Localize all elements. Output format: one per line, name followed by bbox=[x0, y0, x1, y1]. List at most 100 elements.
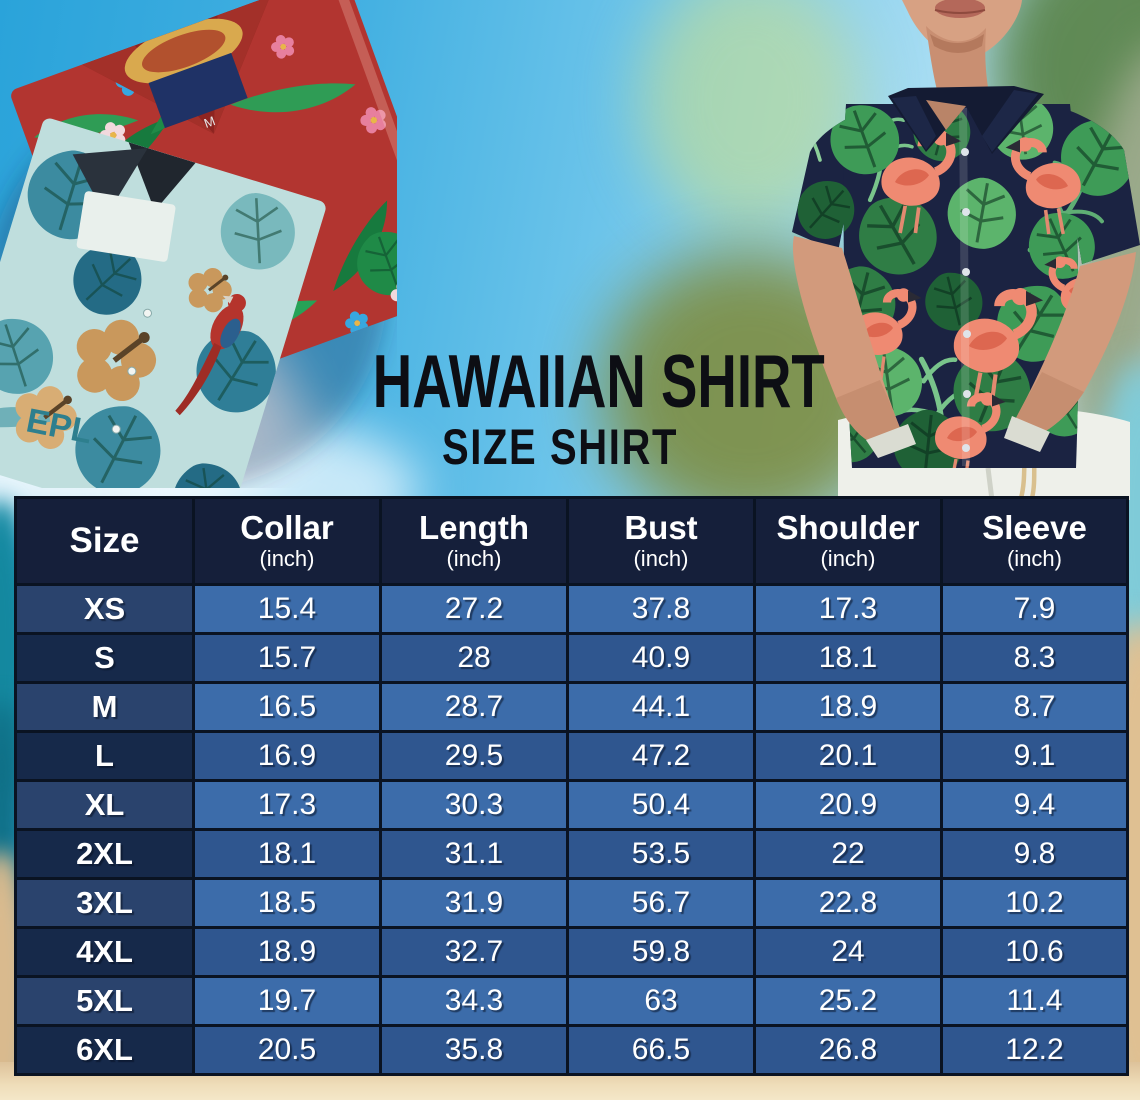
measurement-value: 20.1 bbox=[753, 730, 943, 782]
size-chart-body: XS 15.4 27.2 37.8 17.3 7.9 S 15.7 28 40.9 18.1 8.3 M… bbox=[14, 583, 1129, 1076]
shirt-collar bbox=[888, 86, 1044, 154]
col-unit: (inch) bbox=[1006, 546, 1062, 572]
col-label: Bust bbox=[624, 508, 698, 546]
measurement-value: 16.9 bbox=[192, 730, 382, 782]
size-row-s: S 15.7 28 40.9 18.1 8.3 bbox=[14, 632, 1129, 684]
title-block: HAWAIIAN SHIRT SIZE SHIRT bbox=[320, 338, 825, 475]
size-row-5xl: 5XL 19.7 34.3 63 25.2 11.4 bbox=[14, 975, 1129, 1027]
measurement-value: 18.9 bbox=[192, 926, 382, 978]
col-label: Collar bbox=[240, 508, 334, 546]
measurement-value: 18.9 bbox=[753, 681, 943, 733]
measurement-value: 9.8 bbox=[940, 828, 1129, 880]
poster-subtitle: SIZE SHIRT bbox=[441, 419, 679, 475]
size-label: S bbox=[14, 632, 195, 684]
size-tag-letter: M bbox=[202, 113, 217, 131]
measurement-value: 17.3 bbox=[753, 583, 943, 635]
measurement-value: 12.2 bbox=[940, 1024, 1129, 1076]
measurement-value: 9.4 bbox=[940, 779, 1129, 831]
measurement-value: 10.6 bbox=[940, 926, 1129, 978]
measurement-value: 53.5 bbox=[566, 828, 756, 880]
col-unit: (inch) bbox=[446, 546, 502, 572]
header-row: Size Collar (inch) Length (inch) Bust (i… bbox=[14, 496, 1129, 586]
measurement-value: 8.7 bbox=[940, 681, 1129, 733]
measurement-value: 27.2 bbox=[379, 583, 569, 635]
size-row-l: L 16.9 29.5 47.2 20.1 9.1 bbox=[14, 730, 1129, 782]
model-face bbox=[902, 0, 1022, 106]
measurement-value: 35.8 bbox=[379, 1024, 569, 1076]
measurement-value: 44.1 bbox=[566, 681, 756, 733]
col-unit: (inch) bbox=[820, 546, 876, 572]
model-wearing-shirt-photo bbox=[792, 0, 1140, 500]
size-row-xs: XS 15.4 27.2 37.8 17.3 7.9 bbox=[14, 583, 1129, 635]
measurement-value: 50.4 bbox=[566, 779, 756, 831]
size-row-m: M 16.5 28.7 44.1 18.9 8.7 bbox=[14, 681, 1129, 733]
measurement-value: 10.2 bbox=[940, 877, 1129, 929]
measurement-value: 28 bbox=[379, 632, 569, 684]
measurement-value: 18.5 bbox=[192, 877, 382, 929]
size-label: 2XL bbox=[14, 828, 195, 880]
col-label: Shoulder bbox=[776, 508, 920, 546]
measurement-value: 9.1 bbox=[940, 730, 1129, 782]
measurement-value: 19.7 bbox=[192, 975, 382, 1027]
measurement-value: 22 bbox=[753, 828, 943, 880]
measurement-value: 25.2 bbox=[753, 975, 943, 1027]
poster-title: HAWAIIAN SHIRT bbox=[372, 338, 825, 424]
size-label: XL bbox=[14, 779, 195, 831]
measurement-value: 28.7 bbox=[379, 681, 569, 733]
size-label: M bbox=[14, 681, 195, 733]
teal-hawaiian-shirt: EPL bbox=[0, 118, 326, 488]
measurement-value: 20.5 bbox=[192, 1024, 382, 1076]
measurement-value: 15.7 bbox=[192, 632, 382, 684]
measurement-value: 63 bbox=[566, 975, 756, 1027]
measurement-value: 47.2 bbox=[566, 730, 756, 782]
navy-flamingo-shirt bbox=[792, 86, 1140, 468]
size-label: 5XL bbox=[14, 975, 195, 1027]
measurement-value: 15.4 bbox=[192, 583, 382, 635]
size-row-2xl: 2XL 18.1 31.1 53.5 22 9.8 bbox=[14, 828, 1129, 880]
measurement-value: 59.8 bbox=[566, 926, 756, 978]
measurement-value: 20.9 bbox=[753, 779, 943, 831]
measurement-value: 34.3 bbox=[379, 975, 569, 1027]
size-row-xl: XL 17.3 30.3 50.4 20.9 9.4 bbox=[14, 779, 1129, 831]
measurement-value: 31.9 bbox=[379, 877, 569, 929]
folded-hawaiian-shirts-photo: M bbox=[0, 0, 397, 488]
measurement-value: 66.5 bbox=[566, 1024, 756, 1076]
measurement-value: 40.9 bbox=[566, 632, 756, 684]
col-header-bust: Bust (inch) bbox=[566, 496, 756, 586]
size-label: 3XL bbox=[14, 877, 195, 929]
col-label: Size bbox=[69, 521, 140, 561]
measurement-value: 11.4 bbox=[940, 975, 1129, 1027]
measurement-value: 16.5 bbox=[192, 681, 382, 733]
measurement-value: 8.3 bbox=[940, 632, 1129, 684]
measurement-value: 18.1 bbox=[753, 632, 943, 684]
measurement-value: 26.8 bbox=[753, 1024, 943, 1076]
size-row-3xl: 3XL 18.5 31.9 56.7 22.8 10.2 bbox=[14, 877, 1129, 929]
measurement-value: 37.8 bbox=[566, 583, 756, 635]
measurement-value: 22.8 bbox=[753, 877, 943, 929]
col-unit: (inch) bbox=[633, 546, 689, 572]
col-label: Length bbox=[419, 508, 529, 546]
model-arms bbox=[792, 236, 1136, 458]
measurement-value: 31.1 bbox=[379, 828, 569, 880]
size-row-4xl: 4XL 18.9 32.7 59.8 24 10.6 bbox=[14, 926, 1129, 978]
col-label: Sleeve bbox=[982, 508, 1087, 546]
size-label: 6XL bbox=[14, 1024, 195, 1076]
col-header-shoulder: Shoulder (inch) bbox=[753, 496, 943, 586]
col-header-size: Size bbox=[14, 496, 195, 586]
measurement-value: 24 bbox=[753, 926, 943, 978]
measurement-value: 18.1 bbox=[192, 828, 382, 880]
measurement-value: 56.7 bbox=[566, 877, 756, 929]
measurement-value: 30.3 bbox=[379, 779, 569, 831]
measurement-value: 32.7 bbox=[379, 926, 569, 978]
size-chart-table: Size Collar (inch) Length (inch) Bust (i… bbox=[14, 496, 1129, 1076]
col-header-sleeve: Sleeve (inch) bbox=[940, 496, 1129, 586]
size-row-6xl: 6XL 20.5 35.8 66.5 26.8 12.2 bbox=[14, 1024, 1129, 1076]
col-header-collar: Collar (inch) bbox=[192, 496, 382, 586]
col-unit: (inch) bbox=[259, 546, 315, 572]
col-header-length: Length (inch) bbox=[379, 496, 569, 586]
measurement-value: 7.9 bbox=[940, 583, 1129, 635]
measurement-value: 29.5 bbox=[379, 730, 569, 782]
measurement-value: 17.3 bbox=[192, 779, 382, 831]
parrot-print bbox=[175, 293, 246, 416]
